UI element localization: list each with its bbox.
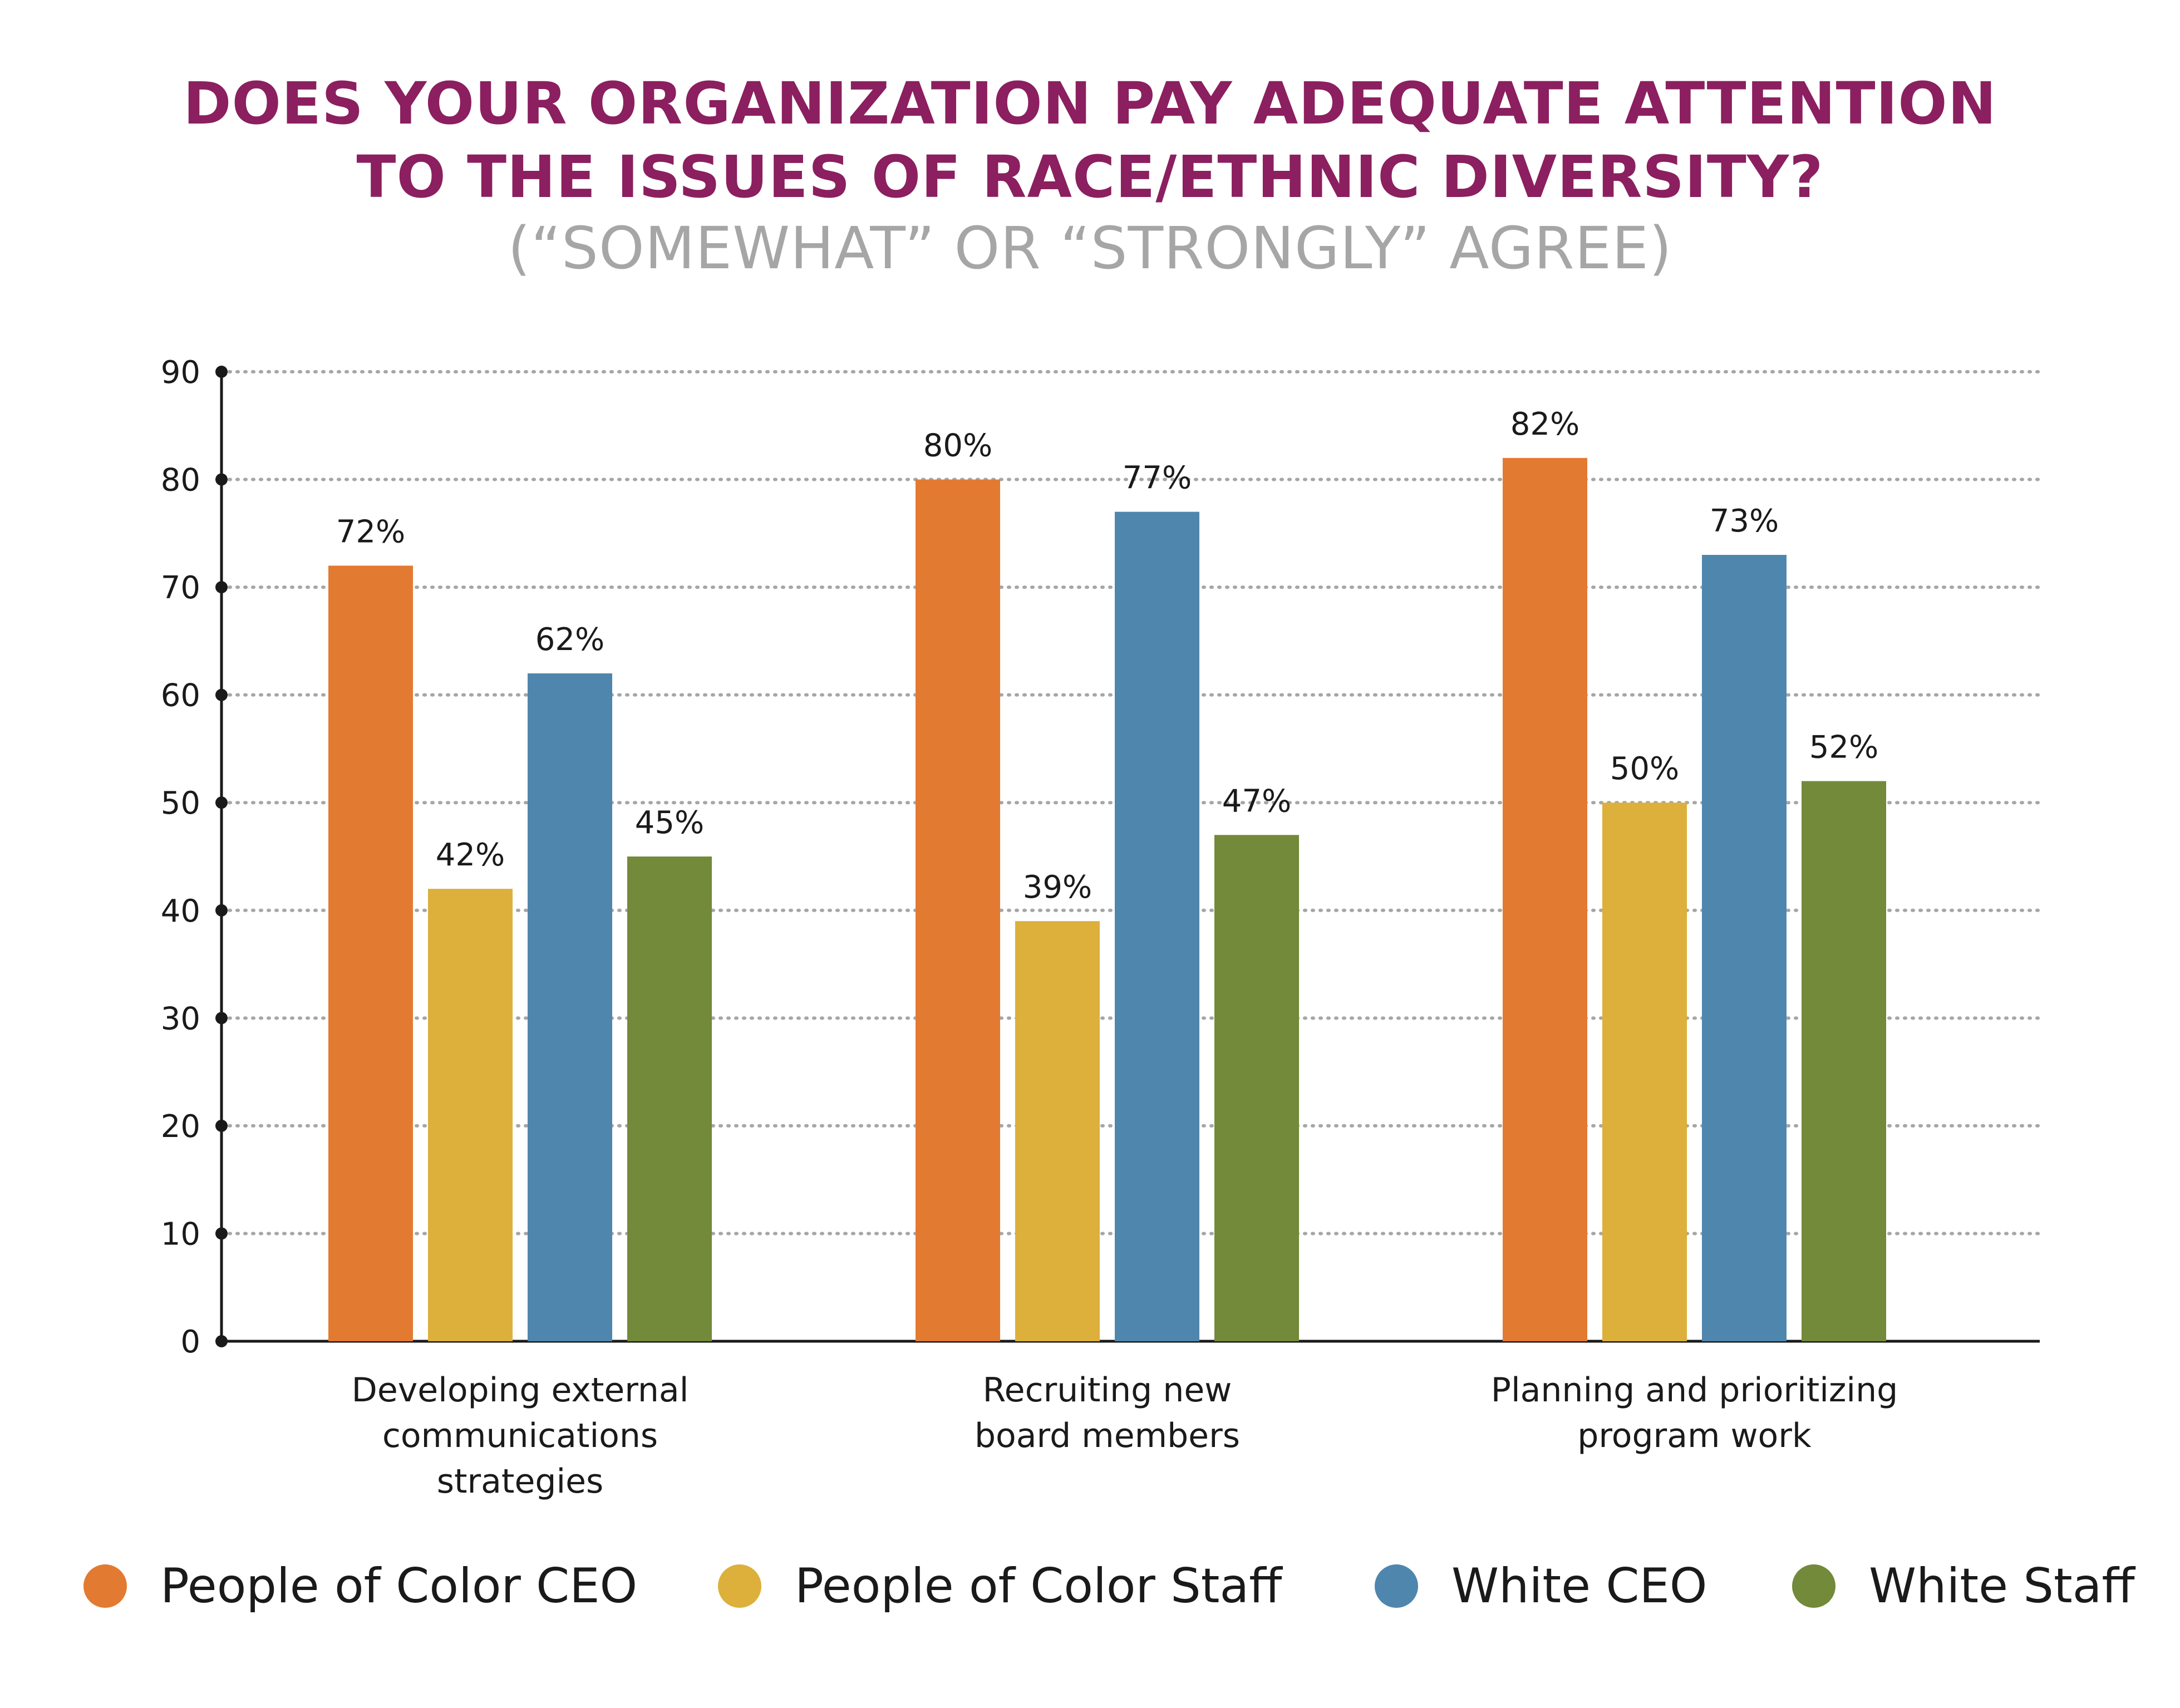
y-tick-label: 90 (161, 355, 200, 391)
bar-white-staff (1214, 835, 1299, 1341)
chart-subtitle: (“SOMEWHAT” OR “STRONGLY” AGREE) (508, 214, 1672, 282)
legend-item-poc-ceo: People of Color CEO (83, 1547, 637, 1625)
y-tick-label: 50 (161, 785, 200, 821)
x-category-label-line: program work (1577, 1416, 1812, 1455)
legend-label: People of Color CEO (160, 1558, 638, 1614)
legend-item-white-staff: White Staff (1792, 1547, 2135, 1625)
legend-label: People of Color Staff (795, 1558, 1282, 1614)
x-category-label-line: communications (382, 1416, 658, 1455)
bar-value-label: 62% (535, 622, 604, 658)
bar-chart: 0 10 20 30 40 50 60 70 80 90 72% 42% 62% 45% 80% 39% 77… (161, 355, 2041, 1501)
x-category-label-line: strategies (437, 1462, 604, 1501)
bar-white-ceo (1702, 555, 1787, 1341)
bar-value-label: 39% (1023, 869, 1092, 905)
bar-poc-ceo (916, 479, 1000, 1341)
y-tick-label: 10 (161, 1216, 200, 1252)
legend-label: White CEO (1451, 1558, 1707, 1614)
bar-poc-staff (428, 889, 513, 1341)
y-tick-label: 60 (161, 678, 200, 714)
legend-label: White Staff (1869, 1558, 2135, 1614)
bar-white-staff (627, 857, 712, 1341)
bar-poc-staff (1015, 921, 1100, 1341)
legend-item-poc-staff: People of Color Staff (718, 1547, 1282, 1625)
bar-white-ceo (528, 673, 612, 1341)
chart-title-line-2: TO THE ISSUES OF RACE/ETHNIC DIVERSITY? (356, 143, 1824, 211)
legend-swatch (1792, 1564, 1835, 1608)
bar-value-label: 72% (336, 514, 405, 550)
legend-swatch (1375, 1564, 1418, 1608)
y-tick-label: 70 (161, 570, 200, 606)
bar-value-label: 45% (635, 805, 704, 841)
x-category-label: Planning and prioritizing program work (1491, 1371, 1898, 1455)
bar-value-label: 82% (1510, 406, 1579, 442)
data-labels: 72% 42% 62% 45% 80% 39% 77% 47% 82% 50% 73% 52% (336, 406, 1878, 905)
legend-swatch (83, 1564, 127, 1608)
bar-white-ceo (1115, 511, 1199, 1341)
bar-value-label: 80% (923, 428, 992, 464)
x-category-label: Developing external communications strateg… (352, 1371, 689, 1501)
bar-poc-ceo (1503, 457, 1587, 1341)
y-tick-label: 0 (180, 1324, 200, 1360)
x-category-label: Recruiting new board members (975, 1371, 1240, 1455)
legend: People of Color CEO People of Color Staf… (0, 1547, 2180, 1625)
y-tick-label: 20 (161, 1109, 200, 1145)
bar-value-label: 50% (1610, 751, 1679, 787)
bar-value-label: 77% (1123, 460, 1192, 496)
x-category-label-line: Developing external (352, 1371, 689, 1410)
legend-swatch (718, 1564, 761, 1608)
category-labels: Developing external communications strateg… (352, 1371, 1898, 1501)
chart-title: DOES YOUR ORGANIZATION PAY ADEQUATE ATTE… (0, 67, 2180, 283)
x-category-label-line: Planning and prioritizing (1491, 1371, 1898, 1410)
bar-poc-ceo (328, 565, 413, 1341)
x-category-label-line: Recruiting new (983, 1371, 1232, 1410)
bars (328, 457, 1886, 1341)
bar-value-label: 52% (1809, 730, 1878, 766)
bar-value-label: 42% (436, 837, 505, 873)
chart-title-line-1: DOES YOUR ORGANIZATION PAY ADEQUATE ATTE… (183, 70, 1997, 137)
legend-item-white-ceo: White CEO (1375, 1547, 1707, 1625)
gridlines (220, 370, 2041, 1236)
y-tick-label: 80 (161, 462, 200, 499)
y-tick-label: 30 (161, 1001, 200, 1037)
bar-value-label: 73% (1710, 503, 1779, 539)
bar-poc-staff (1602, 803, 1687, 1341)
bar-white-staff (1802, 781, 1886, 1341)
x-category-label-line: board members (975, 1416, 1240, 1455)
bar-value-label: 47% (1222, 783, 1291, 819)
y-tick-label: 40 (161, 893, 200, 929)
